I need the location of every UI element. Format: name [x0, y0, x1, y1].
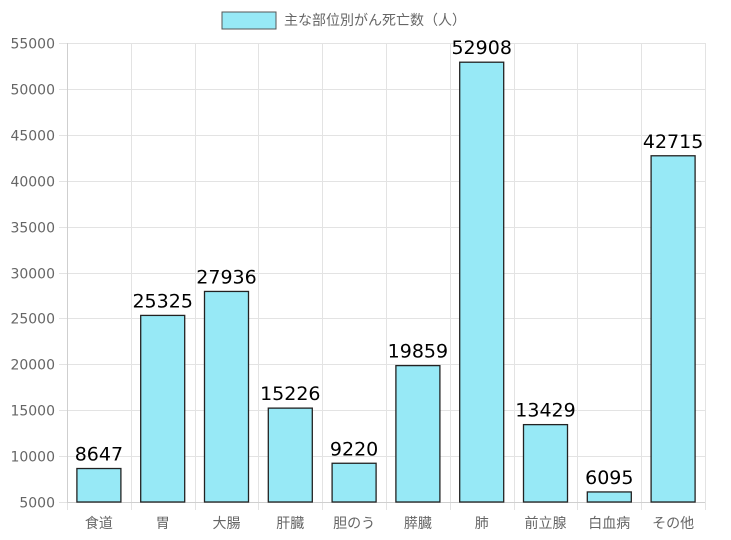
- y-tick-label: 40000: [10, 175, 55, 191]
- data-label: 52908: [451, 37, 511, 59]
- x-tick-label: 胆のう: [333, 516, 375, 532]
- y-tick-label: 45000: [10, 129, 55, 145]
- data-label: 6095: [585, 467, 633, 489]
- x-tick-label: 大腸: [213, 516, 241, 532]
- y-tick-label: 50000: [10, 83, 55, 99]
- bar[interactable]: [140, 314, 186, 503]
- bar[interactable]: [331, 462, 377, 503]
- data-label: 13429: [515, 400, 575, 422]
- bar[interactable]: [267, 407, 313, 503]
- bar[interactable]: [586, 491, 632, 503]
- data-label: 25325: [132, 290, 192, 312]
- legend-swatch: [221, 11, 277, 30]
- x-tick-label: 肝臓: [276, 516, 304, 532]
- y-tick-label: 10000: [10, 450, 55, 466]
- x-tick-label: 胃: [156, 516, 170, 532]
- bar[interactable]: [522, 423, 569, 503]
- x-tick-label: 食道: [85, 515, 113, 532]
- data-label: 15226: [260, 383, 320, 405]
- y-axis: 5000 10000 15000 20000 25000 30000 35000 40000 4…: [10, 37, 68, 512]
- bar[interactable]: [650, 155, 696, 503]
- x-tick-label: その他: [652, 516, 694, 532]
- y-tick-label: 25000: [10, 312, 55, 328]
- y-tick-label: 20000: [10, 358, 55, 374]
- bars: [76, 61, 696, 503]
- y-tick-label: 30000: [10, 267, 55, 283]
- data-label: 9220: [330, 438, 378, 460]
- x-tick-label: 前立腺: [525, 515, 567, 532]
- legend-label: 主な部位別がん死亡数（人）: [284, 13, 466, 29]
- y-tick-label: 55000: [10, 37, 55, 53]
- bar[interactable]: [76, 467, 122, 503]
- bar[interactable]: [459, 61, 505, 503]
- y-tick-label: 15000: [10, 404, 55, 420]
- legend[interactable]: 主な部位別がん死亡数（人）: [221, 11, 466, 30]
- data-label: 19859: [388, 341, 448, 363]
- bar[interactable]: [203, 290, 250, 503]
- y-tick-label: 35000: [10, 221, 55, 237]
- bar[interactable]: [395, 364, 441, 503]
- data-label: 8647: [75, 444, 123, 466]
- x-tick-label: 肺: [475, 516, 489, 532]
- x-tick-label: 膵臓: [404, 516, 432, 532]
- x-tick-label: 白血病: [588, 516, 630, 532]
- y-tick-label: 5000: [19, 496, 55, 512]
- data-label: 42715: [643, 131, 703, 153]
- data-label: 27936: [196, 266, 256, 288]
